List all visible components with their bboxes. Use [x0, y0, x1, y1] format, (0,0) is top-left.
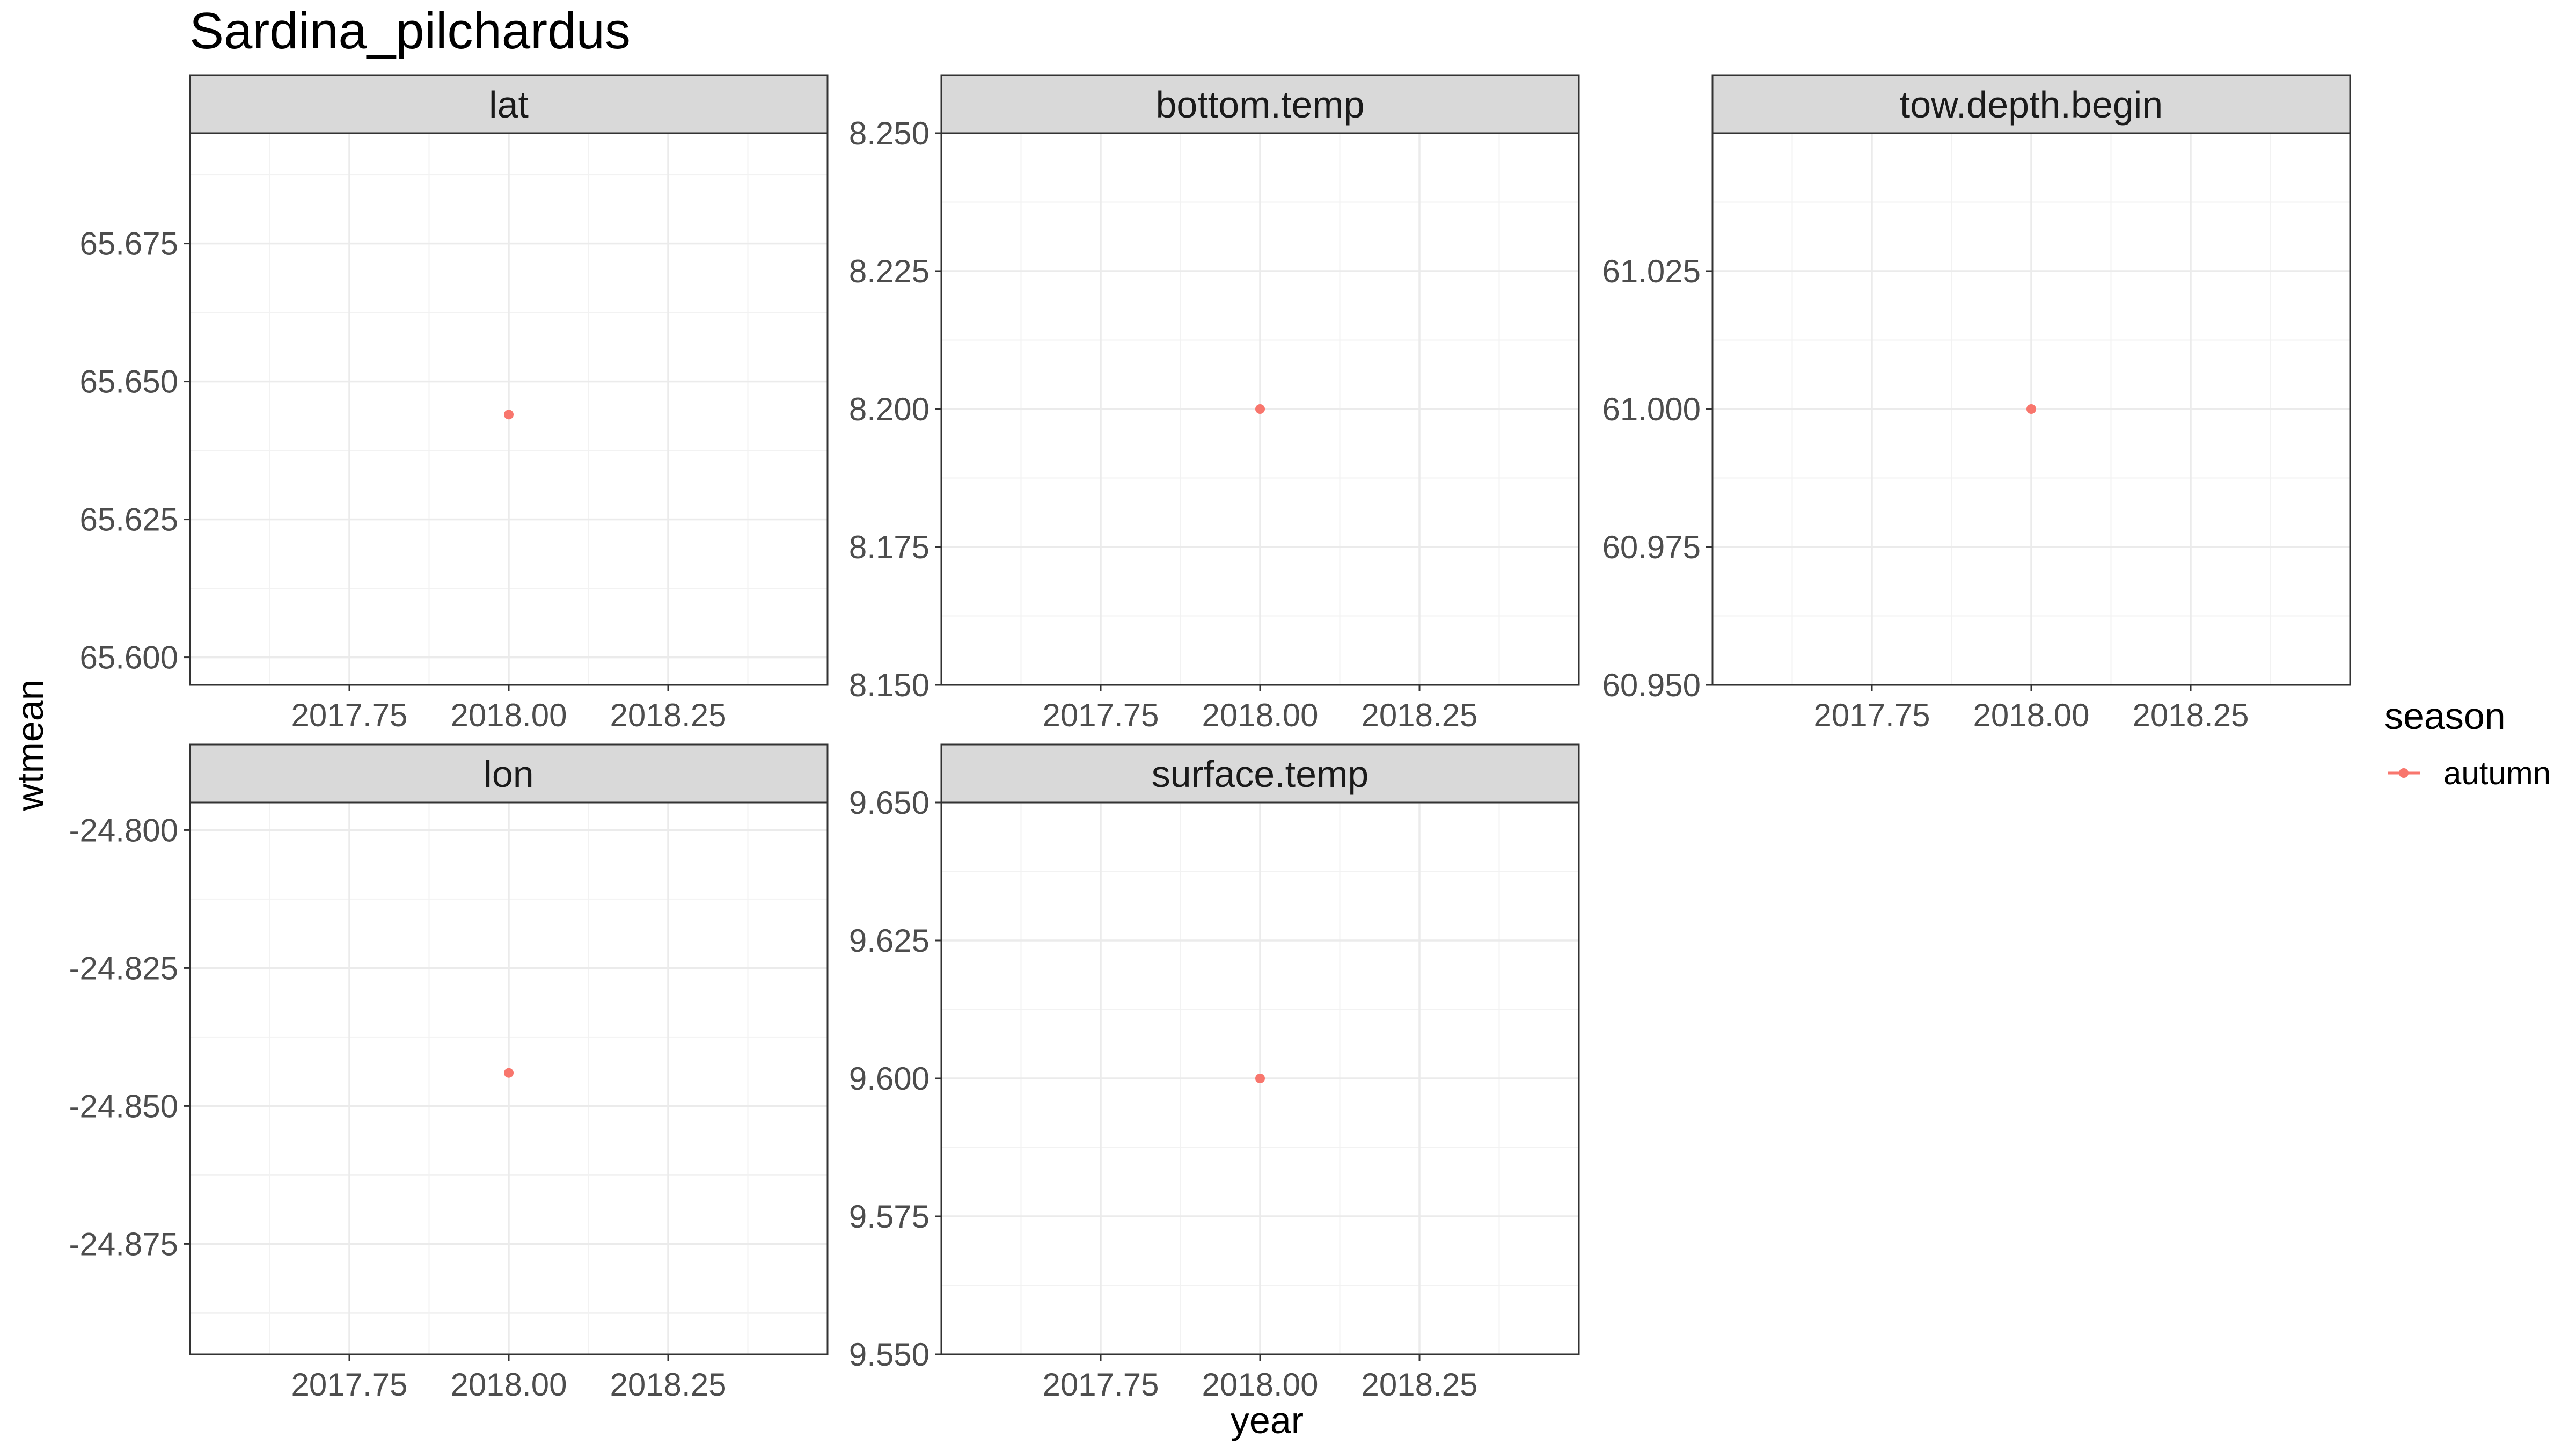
- x-tick-label: 2017.75: [291, 697, 408, 733]
- y-tick-label: 9.550: [849, 1337, 930, 1373]
- x-tick-label: 2018.25: [610, 1367, 727, 1403]
- facet-label-tow-depth-begin: tow.depth.begin: [1900, 84, 2163, 126]
- y-tick-label: 65.650: [79, 364, 178, 400]
- chart-title: Sardina_pilchardus: [189, 2, 631, 60]
- y-tick-label: 65.675: [79, 226, 178, 262]
- y-tick-label: 8.225: [849, 253, 930, 289]
- y-tick-label: 65.600: [79, 640, 178, 676]
- y-tick-label: 65.625: [79, 502, 178, 538]
- facet-label-bottom-temp: bottom.temp: [1155, 84, 1364, 126]
- facet-label-lat: lat: [489, 84, 529, 126]
- data-point-autumn: [1255, 404, 1265, 414]
- y-tick-label: 9.625: [849, 923, 930, 959]
- data-point-autumn: [504, 410, 514, 419]
- y-tick-label: -24.850: [69, 1088, 179, 1124]
- panel-bottom-temp: bottom.temp 8.150 8.175 8.200 8.225 8.250 2017…: [849, 75, 1579, 733]
- y-tick-label: -24.875: [69, 1226, 179, 1262]
- y-tick-label: 8.250: [849, 115, 930, 151]
- x-tick-label: 2018.25: [2133, 697, 2249, 733]
- x-tick-label: 2017.75: [1814, 697, 1930, 733]
- y-tick-label: 60.975: [1602, 529, 1701, 565]
- facet-label-lon: lon: [484, 753, 533, 795]
- legend-label-autumn: autumn: [2443, 755, 2551, 791]
- x-tick-label: 2018.25: [1362, 1367, 1478, 1403]
- y-tick-label: 61.000: [1602, 391, 1701, 427]
- x-tick-label: 2018.25: [1362, 697, 1478, 733]
- panel-surface-temp: surface.temp 9.550 9.575 9.600 9.625 9.650 201…: [849, 745, 1579, 1403]
- y-tick-label: 9.575: [849, 1199, 930, 1235]
- y-axis-title: wtmean: [9, 679, 51, 811]
- legend-key-point: [2399, 768, 2409, 778]
- y-tick-label: 8.150: [849, 667, 930, 703]
- y-tick-label: 60.950: [1602, 667, 1701, 703]
- panel-lat: lat 65.600 65.625 65.650 65.675 2017.75 2018.0…: [79, 75, 828, 733]
- facet-label-surface-temp: surface.temp: [1152, 753, 1369, 795]
- x-tick-label: 2018.00: [1202, 1367, 1319, 1403]
- y-tick-label: -24.825: [69, 950, 179, 986]
- y-tick-label: 9.600: [849, 1061, 930, 1097]
- x-tick-label: 2017.75: [1043, 697, 1159, 733]
- y-tick-label: 8.200: [849, 391, 930, 427]
- y-tick-label: -24.800: [69, 812, 179, 848]
- legend-title: season: [2384, 695, 2506, 737]
- data-point-autumn: [2026, 404, 2036, 414]
- x-tick-label: 2018.00: [1202, 697, 1319, 733]
- x-tick-label: 2018.00: [451, 1367, 567, 1403]
- x-axis-title: year: [1231, 1399, 1304, 1441]
- y-tick-label: 8.175: [849, 529, 930, 565]
- data-point-autumn: [504, 1068, 514, 1078]
- x-tick-label: 2018.25: [610, 697, 727, 733]
- panel-tow-depth-begin: tow.depth.begin 60.950 60.975 61.000 61.025 2…: [1602, 75, 2350, 733]
- x-tick-label: 2017.75: [1043, 1367, 1159, 1403]
- x-tick-label: 2017.75: [291, 1367, 408, 1403]
- x-tick-label: 2018.00: [1973, 697, 2090, 733]
- data-point-autumn: [1255, 1074, 1265, 1083]
- x-tick-label: 2018.00: [451, 697, 567, 733]
- y-tick-label: 61.025: [1602, 253, 1701, 289]
- y-tick-label: 9.650: [849, 785, 930, 821]
